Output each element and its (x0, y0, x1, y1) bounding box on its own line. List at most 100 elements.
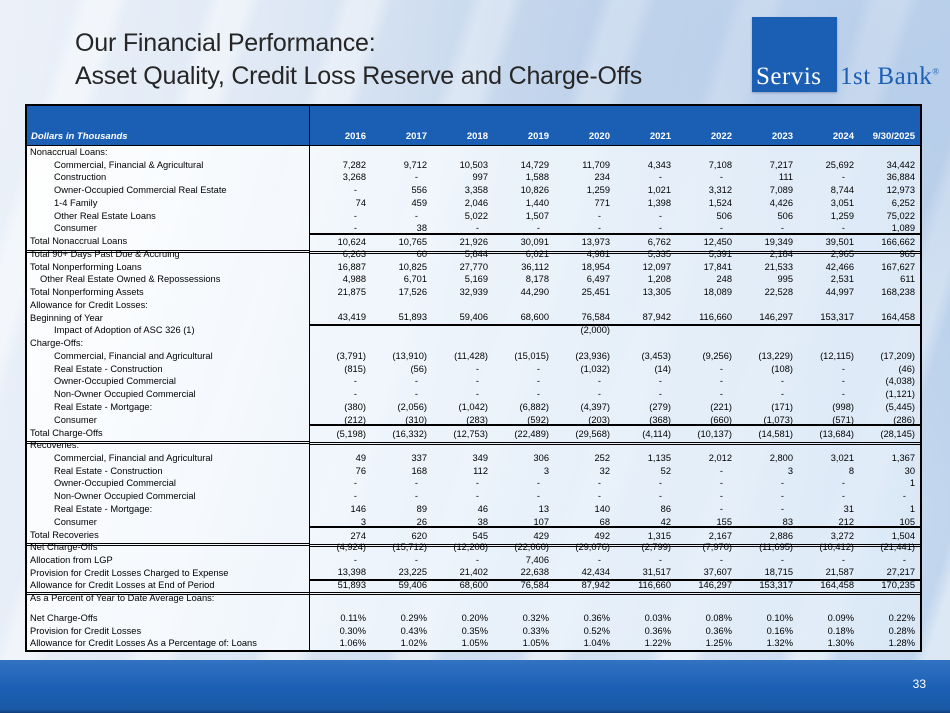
table-cell: - (353, 210, 357, 221)
row-label: Other Real Estate Loans (27, 209, 310, 223)
table-cell: 51,893 (310, 578, 371, 595)
table-row: Commercial, Financial and Agricultural 49… (27, 452, 920, 465)
table-cell (310, 605, 371, 612)
table-cell: 8,744 (830, 185, 854, 196)
table-cell: 0.36% (705, 625, 732, 636)
table-row: Provision for Credit Losses Charged to E… (27, 566, 920, 581)
table-cell: 146 (350, 503, 366, 514)
row-label: Total Nonperforming Assets (27, 286, 310, 299)
row-label: Charge-Offs: (27, 337, 310, 350)
table-cell: 168 (411, 465, 427, 476)
row-label: Non-Owner Occupied Commercial (27, 388, 310, 401)
row-label: Beginning of Year (27, 311, 310, 325)
column-header: 2022 (710, 131, 732, 142)
table-cell: - (536, 363, 540, 374)
row-label: Net Charge-Offs (27, 612, 310, 625)
table-cell: 52 (660, 465, 671, 476)
table-cell (737, 337, 798, 350)
table-cell: 349 (472, 452, 488, 463)
table-cell: 5,391 (708, 248, 732, 259)
table-cell: (998) (832, 401, 854, 412)
table-cell: (14) (654, 363, 671, 374)
table-cell (615, 146, 676, 159)
table-cell: 51,893 (371, 311, 432, 326)
column-header: 2021 (649, 131, 671, 142)
table-cell: 36,884 (886, 172, 915, 183)
row-label: Owner-Occupied Commercial (27, 375, 310, 389)
table-cell: - (414, 491, 418, 502)
table-cell: - (475, 491, 479, 502)
table-row: Owner-Occupied Commercial Real Estate - 55… (27, 184, 920, 197)
table-cell: 30,091 (493, 232, 554, 254)
table-cell: 107 (533, 516, 549, 527)
table-row: Commercial, Financial and Agricultural (3… (27, 350, 920, 363)
table-cell: 2,046 (464, 197, 488, 208)
table-cell: (4,114) (615, 424, 676, 445)
table-row: Charge-Offs: (27, 337, 920, 350)
table-cell: 2,184 (769, 248, 793, 259)
table-row: Consumer - 38 - - - - - - - 1,089 (27, 222, 920, 236)
table-cell: 68 (599, 516, 610, 527)
table-cell: (660) (710, 414, 732, 425)
table-cell: 13 (538, 503, 549, 514)
table-cell (676, 592, 737, 605)
table-cell (493, 439, 554, 452)
table-cell: 1.05% (522, 638, 549, 649)
table-cell: 86 (660, 503, 671, 514)
table-cell: 153,317 (737, 578, 798, 595)
table-cell (737, 146, 798, 159)
table-cell: 166,662 (859, 232, 920, 254)
table-cell: - (597, 376, 601, 387)
table-cell: 2,886 (737, 526, 798, 547)
table-cell: 34,442 (886, 159, 915, 170)
table-cell: 44,997 (825, 287, 854, 298)
table-cell: - (353, 223, 357, 234)
slide-title-line1: Our Financial Performance: (75, 29, 376, 57)
table-cell (432, 337, 493, 350)
table-cell: - (353, 478, 357, 489)
table-cell: 0.52% (583, 625, 610, 636)
table-cell: 1 (909, 478, 915, 489)
table-cell: 1,507 (525, 210, 549, 221)
table-cell: (286) (893, 414, 915, 425)
row-label: Commercial, Financial and Agricultural (27, 350, 310, 363)
table-cell (798, 439, 859, 452)
table-cell: (13,229) (758, 350, 793, 361)
table-cell: 0.36% (583, 612, 610, 623)
table-cell: 16,887 (337, 261, 366, 272)
column-header: 2017 (405, 131, 427, 142)
table-cell: - (353, 491, 357, 502)
table-cell (859, 337, 920, 350)
table-cell: 146,297 (676, 578, 737, 595)
table-cell (432, 592, 493, 605)
table-cell: (6,882) (519, 401, 549, 412)
table-cell: 2,167 (676, 526, 737, 547)
table-cell: 620 (371, 526, 432, 547)
table-cell: 112 (473, 465, 488, 476)
table-cell (371, 592, 432, 605)
table-cell: 4,981 (586, 248, 610, 259)
table-cell: 1,135 (647, 452, 671, 463)
table-cell (859, 439, 920, 452)
table-cell: 0.18% (827, 625, 854, 636)
table-cell: (203) (588, 414, 610, 425)
table-row: Total Nonperforming Loans 16,887 10,825 27,… (27, 260, 920, 274)
table-cell: 4,988 (342, 274, 366, 285)
table-cell: - (658, 210, 662, 221)
table-cell: 116,660 (676, 311, 737, 326)
table-cell: (2,056) (397, 401, 427, 412)
table-row: Commercial, Financial & Agricultural 7,28… (27, 158, 920, 172)
table-cell: 0.22% (888, 612, 915, 623)
table-cell: (13,910) (392, 350, 427, 361)
table-row: Allowance for Credit Losses at End of Pe… (27, 578, 920, 595)
table-row: Real Estate - Mortgage: 146 89 46 13 140 86 - - 3… (27, 503, 920, 516)
table-cell: (3,453) (641, 350, 671, 361)
table-cell: - (536, 389, 540, 400)
table-cell: 10,826 (520, 185, 549, 196)
table-cell: (23,936) (575, 350, 610, 361)
table-cell: (13,684) (798, 424, 859, 445)
table-cell: - (597, 223, 601, 234)
table-row: Other Real Estate Loans - - 5,022 1,507 - - 506… (27, 209, 920, 223)
row-label: Non-Owner Occupied Commercial (27, 490, 310, 503)
table-cell: 2,800 (769, 452, 793, 463)
